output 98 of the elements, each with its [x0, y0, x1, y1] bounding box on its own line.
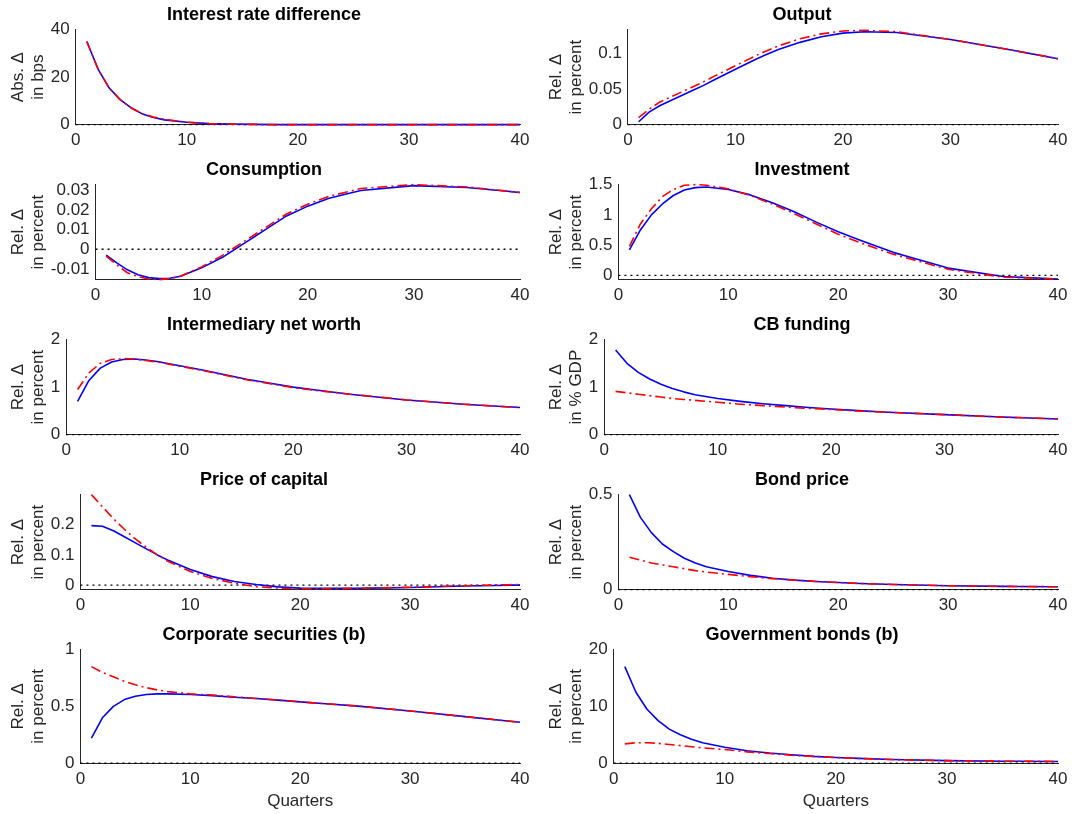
x-tick-label: 40	[510, 440, 530, 460]
y-tick-label: -0.01	[50, 258, 90, 278]
y-tick-label: 0	[64, 574, 75, 594]
y-tick-label: 0.2	[50, 514, 75, 534]
x-tick-label: 20	[833, 130, 853, 150]
x-tick-label: 20	[290, 769, 310, 789]
x-axis-title: Quarters	[267, 791, 334, 811]
chart-title: Interest rate difference	[166, 3, 362, 24]
x-tick-label: 40	[510, 285, 530, 305]
y-tick-label: 0	[612, 114, 622, 134]
y-axis-title: Rel. Δ in percent	[7, 349, 48, 425]
y-tick-label: 1	[588, 376, 599, 396]
x-tick-label: 10	[718, 285, 738, 305]
x-tick-label: 20	[288, 130, 308, 150]
y-tick-label: 0.5	[50, 696, 75, 716]
y-tick-label: 0.5	[588, 484, 613, 504]
y-tick-label: 1.5	[588, 174, 613, 194]
y-tick-label: 0	[80, 238, 90, 258]
x-axis-title: Quarters	[802, 791, 869, 811]
y-axis-title: Rel. Δ in percent	[545, 504, 586, 580]
x-tick-label: 10	[708, 440, 728, 460]
x-tick-label: 40	[1048, 285, 1068, 305]
x-tick-label: 10	[180, 769, 200, 789]
x-tick-label: 10	[170, 440, 190, 460]
y-tick-label: 0	[598, 752, 608, 772]
y-tick-label: 0	[50, 424, 61, 444]
x-tick-label: 30	[935, 440, 955, 460]
x-tick-label: 10	[718, 595, 738, 615]
y-axis-title: Rel. Δ in percent	[7, 668, 48, 744]
y-tick-label: 0.01	[56, 219, 90, 239]
line-series	[628, 556, 1059, 588]
y-tick-label: 1	[64, 639, 75, 659]
x-tick-label: 30	[941, 130, 960, 150]
y-tick-label: 0	[60, 114, 70, 134]
x-tick-label: 40	[510, 130, 530, 150]
y-tick-label: 20	[588, 639, 608, 659]
x-tick-label: 30	[400, 769, 420, 789]
chart-title: Investment	[754, 158, 850, 179]
x-tick-label: 30	[397, 440, 417, 460]
y-axis-title: Rel. Δ in percent	[545, 194, 586, 270]
x-tick-label: 40	[1048, 440, 1068, 460]
x-tick-label: 10	[192, 285, 212, 305]
y-axis-title: Rel. Δ in percent	[545, 668, 586, 744]
x-tick-label: 20	[828, 595, 848, 615]
y-axis-title: Rel. Δ in % GDP	[545, 349, 586, 425]
line-series	[614, 390, 1059, 420]
y-tick-label: 2	[50, 329, 61, 349]
x-tick-label: 40	[510, 769, 530, 789]
x-tick-label: 40	[510, 595, 530, 615]
x-tick-label: 20	[298, 285, 318, 305]
line-series	[86, 40, 521, 126]
x-tick-label: 10	[177, 130, 197, 150]
x-tick-label: 10	[725, 130, 745, 150]
chart-title: Intermediary net worth	[166, 313, 362, 334]
y-tick-label: 0.03	[56, 180, 90, 200]
x-tick-label: 30	[938, 285, 958, 305]
y-tick-label: 0.02	[56, 199, 90, 219]
x-tick-label: 20	[821, 440, 841, 460]
chart-title: CB funding	[753, 313, 851, 334]
chart-title: Consumption	[206, 158, 322, 179]
chart-title: Corporate securities (b)	[162, 623, 366, 644]
chart-title: Government bonds (b)	[705, 623, 899, 644]
y-axis-title: Rel. Δ in percent	[545, 39, 586, 115]
x-tick-label: 40	[1048, 130, 1068, 150]
y-tick-label: 20	[50, 66, 70, 86]
line-series	[90, 493, 521, 590]
x-tick-label: 20	[826, 769, 846, 789]
y-axis-title: Rel. Δ in percent	[7, 504, 48, 580]
y-tick-label: 0.1	[50, 544, 75, 564]
x-tick-label: 10	[715, 769, 735, 789]
y-tick-label: 0	[588, 424, 599, 444]
y-tick-label: 2	[588, 329, 599, 349]
x-tick-label: 10	[180, 595, 200, 615]
x-tick-label: 30	[938, 595, 958, 615]
chart-title: Bond price	[754, 468, 850, 489]
x-tick-label: 20	[828, 285, 848, 305]
y-axis-title: Abs. Δ in bps	[7, 52, 48, 103]
x-tick-label: 40	[1048, 595, 1068, 615]
y-tick-label: 0.5	[588, 234, 613, 254]
x-tick-label: 30	[400, 595, 420, 615]
x-tick-label: 30	[399, 130, 419, 150]
y-tick-label: 10	[588, 696, 608, 716]
chart-title: Output	[772, 3, 832, 24]
chart-title: Price of capital	[199, 468, 329, 489]
y-tick-label: 0.1	[598, 43, 622, 63]
y-tick-label: 1	[602, 204, 613, 224]
y-tick-label: 0	[602, 579, 613, 599]
y-tick-label: 0.05	[588, 78, 622, 98]
y-tick-label: 0	[64, 752, 75, 772]
y-tick-label: 1	[50, 376, 61, 396]
x-tick-label: 40	[1048, 769, 1068, 789]
x-tick-label: 30	[404, 285, 424, 305]
x-tick-label: 20	[283, 440, 303, 460]
y-tick-label: 0	[602, 265, 613, 285]
x-tick-label: 30	[937, 769, 957, 789]
x-tick-label: 20	[290, 595, 310, 615]
y-tick-label: 40	[50, 19, 70, 39]
y-axis-title: Rel. Δ in percent	[7, 194, 48, 270]
